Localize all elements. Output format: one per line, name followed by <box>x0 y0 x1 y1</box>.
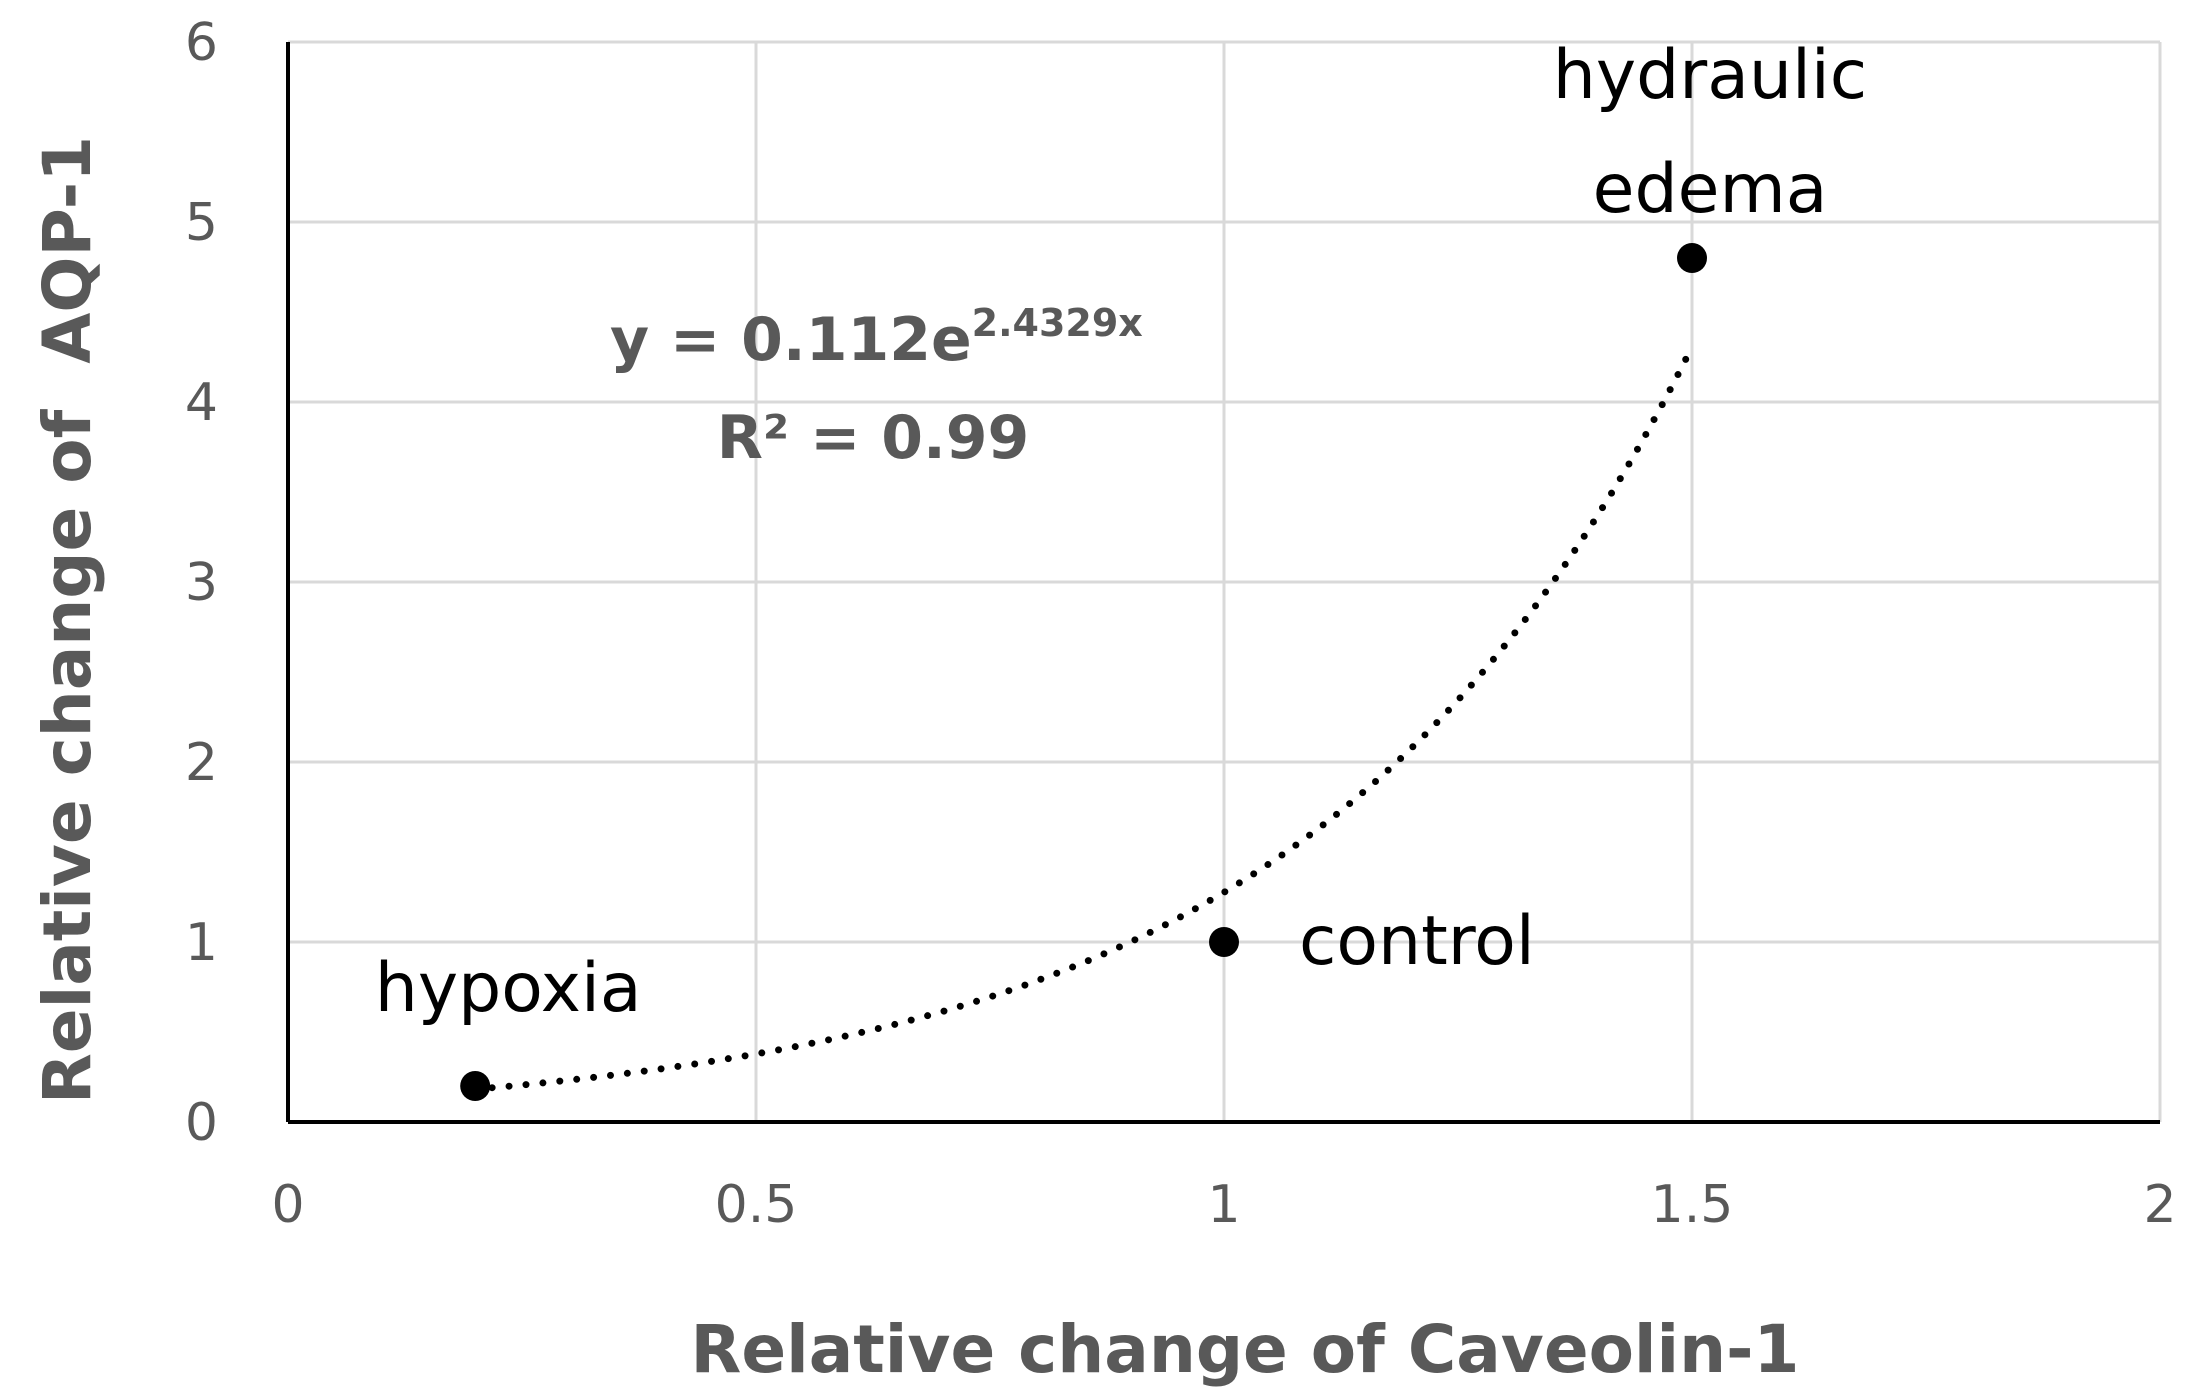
x-axis-title: Relative change of Caveolin-1 <box>691 1311 1800 1388</box>
axes <box>286 42 2160 1124</box>
y-tick-label: 5 <box>185 193 218 253</box>
point-label-hypoxia: hypoxia <box>375 949 642 1028</box>
trendline-r-squared: R² = 0.99 <box>717 403 1030 473</box>
trendline-group <box>471 343 1696 1093</box>
data-point <box>460 1071 491 1101</box>
trendline-equation: y = 0.112e2.4329x <box>610 301 1143 375</box>
point-label-control: control <box>1299 902 1535 981</box>
x-tick-label: 1 <box>1207 1175 1240 1235</box>
y-tick-label: 1 <box>185 913 218 973</box>
x-tick-label: 2 <box>2143 1175 2176 1235</box>
y-axis-title: Relative change of AQP-1 <box>29 136 106 1104</box>
trendline-equation-main: y = 0.112e <box>610 305 972 375</box>
y-tick-label: 4 <box>185 373 218 433</box>
data-points: hypoxia control hydraulic edema <box>375 36 1867 1101</box>
x-tick-label: 0.5 <box>715 1175 798 1235</box>
point-label-hydraulic-edema-line: hydraulic <box>1553 36 1867 115</box>
trendline <box>471 343 1696 1093</box>
y-tick-label: 6 <box>185 13 218 73</box>
data-point <box>1677 243 1707 273</box>
point-label-hydraulic-edema-line: edema <box>1593 150 1828 229</box>
x-tick-label: 1.5 <box>1651 1175 1734 1235</box>
y-tick-label: 0 <box>185 1093 218 1153</box>
data-point <box>1209 927 1239 957</box>
trendline-equation-exponent: 2.4329x <box>972 301 1143 345</box>
grid-lines <box>288 40 2162 1122</box>
y-tick-label: 3 <box>185 553 218 613</box>
tick-labels: 0 1 2 3 4 5 6 0 0.5 1 1.5 2 <box>185 13 2177 1235</box>
y-tick-label: 2 <box>185 733 218 793</box>
x-tick-label: 0 <box>271 1175 304 1235</box>
